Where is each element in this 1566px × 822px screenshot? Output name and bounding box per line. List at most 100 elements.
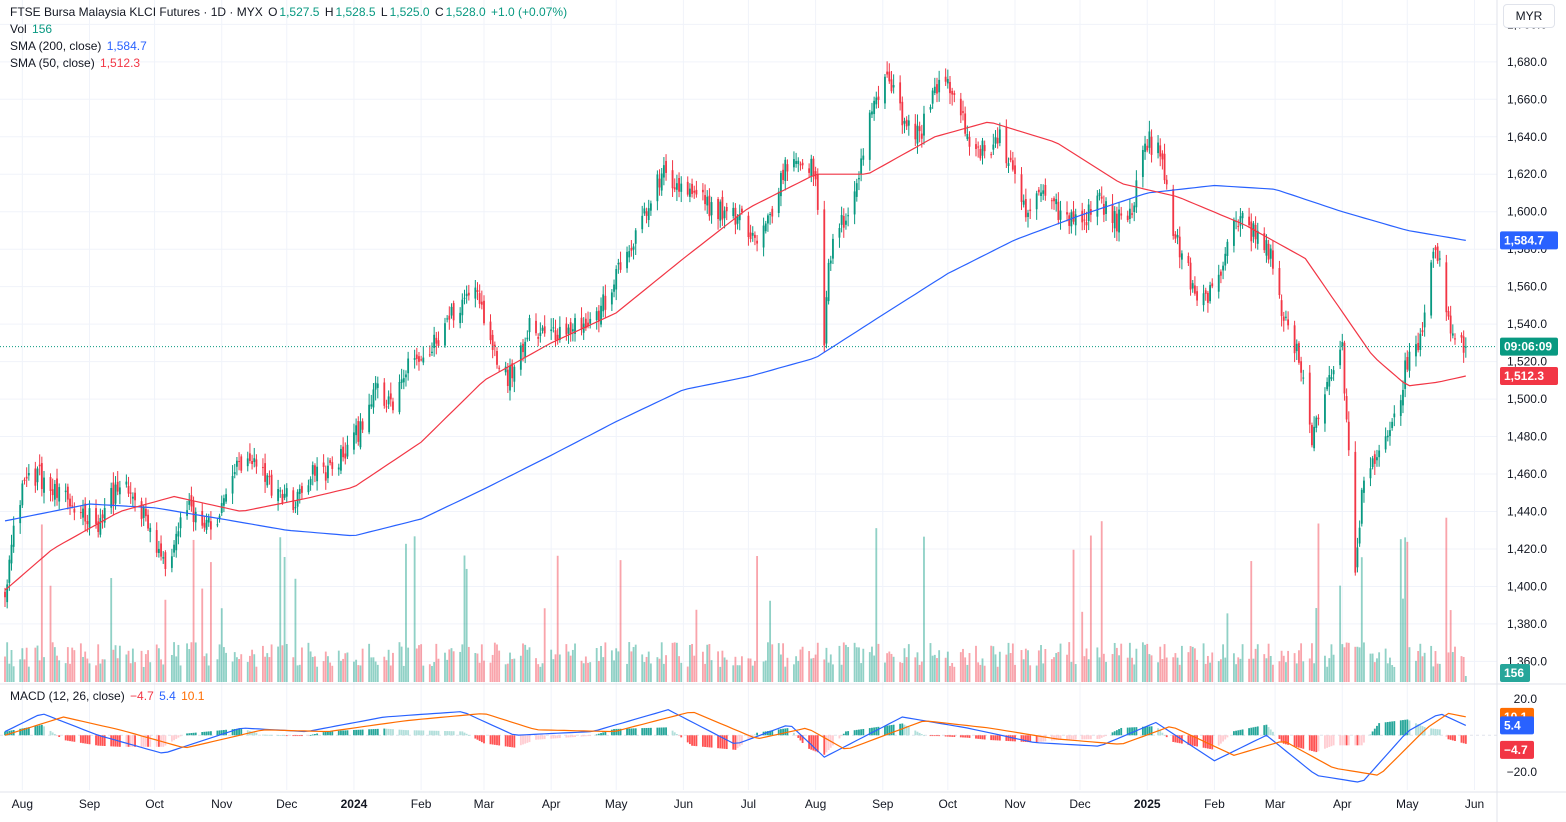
macd-hist-bar (58, 735, 61, 737)
time-axis-label: Dec (276, 797, 297, 811)
macd-hist-bar (519, 735, 522, 746)
sma200-label: SMA (200, close) (10, 39, 102, 53)
candle (610, 292, 613, 305)
volume-bar (983, 665, 986, 682)
macd-hist-bar (283, 735, 286, 737)
candle (10, 544, 13, 564)
macd-hist-bar (827, 735, 830, 751)
volume-bars (4, 517, 1467, 682)
volume-bar (719, 666, 722, 682)
macd-hist-bar (402, 729, 405, 736)
volume-bar (1464, 676, 1467, 682)
macd-hist-bar (129, 735, 132, 747)
candle (207, 517, 210, 523)
volume-bar (691, 643, 693, 682)
price-tick-label: 1,500.0 (1507, 392, 1547, 406)
volume-bar (1180, 645, 1183, 682)
sma50-legend: SMA (50, close) 1,512.3 (10, 56, 142, 70)
time-axis-label: Aug (805, 797, 826, 811)
candle (309, 478, 312, 485)
candle (1044, 184, 1047, 196)
candle (1378, 450, 1381, 458)
volume-bar (764, 660, 767, 682)
candle (400, 379, 403, 383)
candle (513, 366, 516, 382)
macd-hist-bar (1373, 728, 1376, 736)
candle (747, 215, 750, 238)
volume-bar (1157, 662, 1159, 682)
candle (1202, 293, 1205, 306)
volume-bar (1040, 645, 1042, 682)
volume-bar (58, 660, 61, 682)
volume-bar (142, 666, 145, 682)
volume-bar (1022, 659, 1025, 682)
candle (504, 366, 507, 373)
candle (433, 334, 436, 348)
candle (1347, 421, 1350, 451)
candle (1324, 394, 1326, 424)
volume-bar (1402, 598, 1404, 682)
volume-bar (1462, 656, 1465, 682)
macd-hist-bar (1040, 735, 1042, 742)
volume-bar (1278, 661, 1281, 682)
macd-hist-bar (1053, 735, 1055, 741)
candle (862, 155, 865, 160)
macd-hist-bar (582, 735, 585, 737)
candle (769, 214, 772, 216)
candle (1176, 234, 1179, 238)
macd-hist-bar (298, 735, 301, 737)
macd-hist-bar (1341, 735, 1344, 746)
volume-bar (964, 657, 967, 682)
candle (832, 238, 834, 259)
macd-hist-bar (723, 735, 726, 749)
macd-hist-bar (66, 735, 69, 741)
volume-bar (519, 655, 522, 682)
candle (294, 507, 297, 509)
volume-bar (558, 654, 561, 682)
candle (1128, 208, 1131, 220)
time-axis-label: 2025 (1134, 797, 1161, 811)
candle (740, 208, 743, 213)
macd-hist-bar (34, 726, 37, 736)
volume-bar (66, 647, 69, 682)
volume-bar (283, 556, 286, 682)
candle (292, 490, 295, 510)
macd-hist-bar (754, 734, 756, 736)
volume-bar (877, 643, 880, 682)
sma200-badge-text: 1,584.7 (1504, 233, 1544, 247)
candle (1462, 336, 1465, 353)
currency-button[interactable]: MYR (1503, 4, 1555, 28)
candle (1341, 342, 1344, 347)
candle (285, 488, 288, 497)
macd-hist-bar (1250, 727, 1253, 736)
macd-hist-bar (444, 731, 446, 736)
macd-hist-bar (693, 735, 696, 746)
macd-hist-bar (847, 731, 850, 736)
candle (1135, 180, 1138, 208)
candle (1072, 211, 1075, 222)
volume-bar (225, 652, 227, 682)
candle (756, 240, 759, 244)
volume-bar (207, 665, 210, 682)
macd-hist-bar (1269, 729, 1272, 736)
macd-hist-bar (1105, 735, 1107, 737)
volume-bar (4, 656, 6, 682)
volume-bar (1332, 654, 1335, 682)
candle (402, 378, 405, 383)
candle (264, 463, 267, 482)
volume-bar (509, 652, 511, 682)
volume-bar (296, 665, 299, 682)
macd-hist-bar (392, 729, 394, 736)
volume-bar (1120, 643, 1123, 682)
candle (392, 401, 394, 411)
candle (129, 492, 132, 494)
candle (734, 207, 737, 225)
volume-bar (292, 657, 295, 682)
candle (801, 162, 804, 166)
volume-bar (450, 648, 453, 682)
candle (1302, 377, 1305, 379)
candle (723, 210, 726, 219)
volume-bar (673, 642, 676, 682)
change-value: +1.0 (+0.07%) (491, 5, 568, 19)
